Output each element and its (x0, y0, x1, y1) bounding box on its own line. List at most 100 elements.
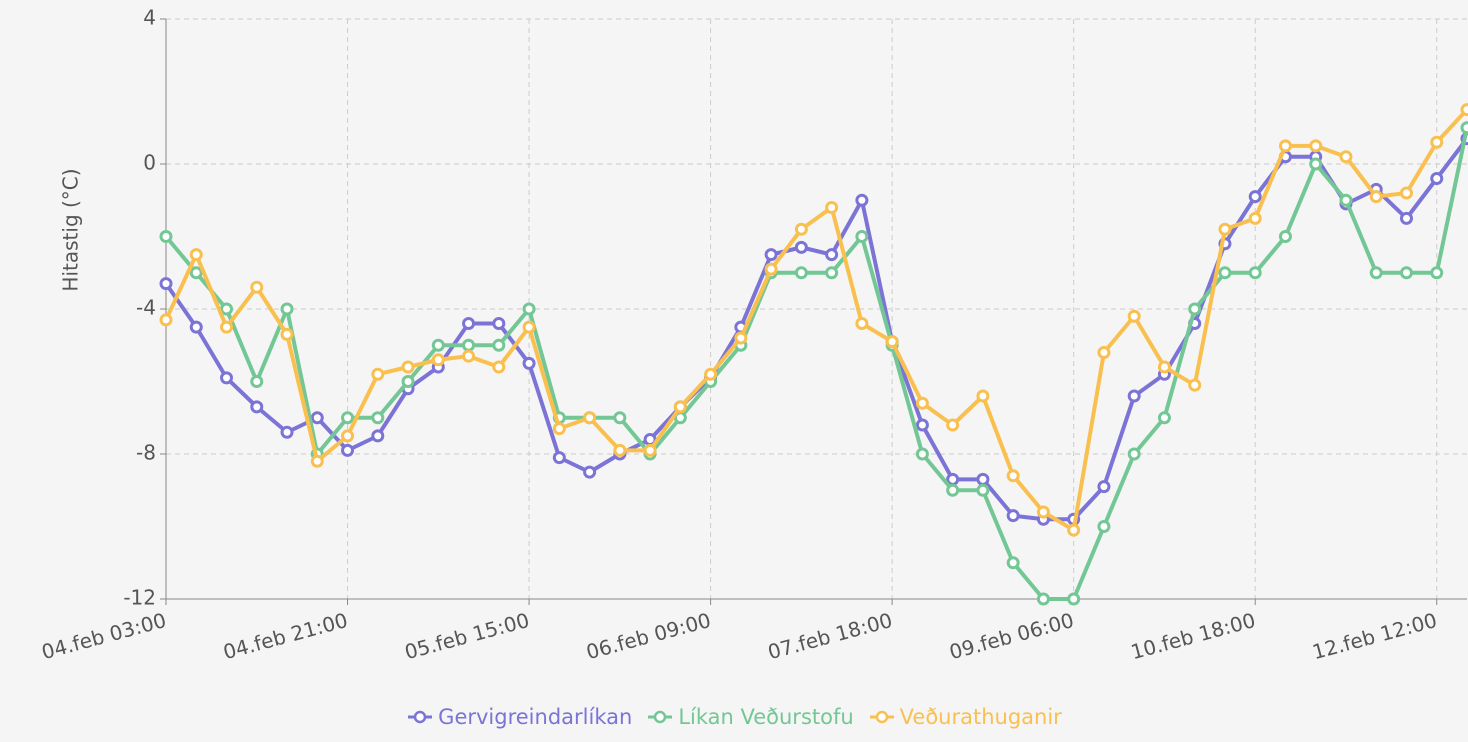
point (673, 400, 687, 414)
point (1460, 103, 1468, 117)
point (1399, 186, 1413, 200)
point (946, 418, 960, 432)
point (1460, 121, 1468, 135)
point (915, 396, 929, 410)
point (1339, 150, 1353, 164)
point (1067, 523, 1081, 537)
point (310, 454, 324, 468)
point (1430, 135, 1444, 149)
y-tick-label: -12 (123, 586, 156, 610)
point (1188, 378, 1202, 392)
point (341, 429, 355, 443)
point (401, 360, 415, 374)
point (371, 367, 385, 381)
point (976, 472, 990, 486)
point (371, 429, 385, 443)
series-line (164, 137, 1468, 522)
point (1157, 411, 1171, 425)
legend-marker (869, 710, 894, 724)
point (1248, 266, 1262, 280)
legend-marker (648, 710, 673, 724)
point (1157, 360, 1171, 374)
point (1369, 266, 1383, 280)
point (371, 411, 385, 425)
point (825, 266, 839, 280)
point (855, 230, 869, 243)
point (1339, 193, 1353, 207)
point (704, 367, 718, 381)
legend-dot (413, 710, 427, 724)
point (522, 356, 536, 370)
x-tick-label: 10.feb 18:00 (1128, 608, 1258, 664)
point (1278, 230, 1292, 243)
point (613, 443, 627, 457)
point (159, 277, 173, 291)
point (1369, 190, 1383, 204)
point (1127, 447, 1141, 461)
point (250, 400, 264, 414)
point (462, 317, 476, 330)
point (220, 371, 234, 385)
point (1278, 139, 1292, 153)
point (1188, 302, 1202, 316)
point (189, 266, 203, 280)
point (1036, 505, 1050, 519)
point (976, 483, 990, 497)
x-tick-label: 05.feb 15:00 (402, 608, 532, 664)
legend-label: Líkan Veðurstofu (678, 705, 854, 729)
point (1218, 266, 1232, 280)
point (1127, 309, 1141, 323)
point (1006, 556, 1020, 570)
legend: Gervigreindarlíkan Líkan Veðurstofu Veðura… (0, 705, 1468, 729)
point (1127, 389, 1141, 403)
point (250, 280, 264, 294)
x-tick-label: 09.feb 06:00 (947, 608, 1077, 664)
point (462, 349, 476, 363)
y-tick-label: -8 (136, 441, 156, 465)
legend-dot (654, 710, 667, 724)
point (159, 313, 173, 327)
point (1399, 211, 1413, 225)
point (552, 422, 566, 436)
series-line (164, 127, 1468, 601)
point (885, 335, 899, 349)
legend-label: Gervigreindarlíkan (438, 705, 633, 729)
x-tick-label: 06.feb 09:00 (584, 608, 714, 664)
point (946, 472, 960, 486)
point (431, 353, 445, 367)
point (734, 331, 748, 345)
legend-item[interactable]: Líkan Veðurstofu (646, 705, 854, 729)
legend-item[interactable]: Gervigreindarlíkan (406, 705, 632, 729)
point (946, 483, 960, 497)
point (764, 262, 778, 276)
legend-item[interactable]: Veðurathuganir (868, 705, 1062, 729)
point (1036, 592, 1050, 606)
point (825, 201, 839, 214)
point (825, 248, 839, 262)
point (1309, 157, 1323, 171)
point (522, 302, 536, 316)
point (855, 193, 869, 207)
legend-marker (408, 710, 433, 724)
point (1309, 139, 1323, 153)
point (583, 411, 597, 425)
point (552, 451, 566, 465)
point (1006, 469, 1020, 483)
point (1430, 266, 1444, 280)
point (1097, 520, 1111, 533)
point (643, 443, 657, 457)
point (341, 443, 355, 457)
point (613, 411, 627, 425)
point (764, 248, 778, 262)
x-tick-label: 04.feb 03:00 (39, 608, 169, 664)
y-axis-label: Hitastig (°C) (59, 168, 83, 291)
point (492, 360, 506, 374)
point (431, 338, 445, 352)
point (401, 375, 415, 388)
point (492, 317, 506, 330)
point (1218, 222, 1232, 236)
point (310, 411, 324, 425)
point (280, 327, 294, 341)
